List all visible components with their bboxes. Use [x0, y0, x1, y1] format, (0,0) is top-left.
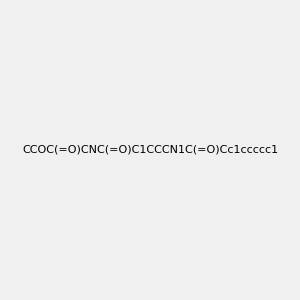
Text: CCOC(=O)CNC(=O)C1CCCN1C(=O)Cc1ccccc1: CCOC(=O)CNC(=O)C1CCCN1C(=O)Cc1ccccc1 — [22, 145, 278, 155]
